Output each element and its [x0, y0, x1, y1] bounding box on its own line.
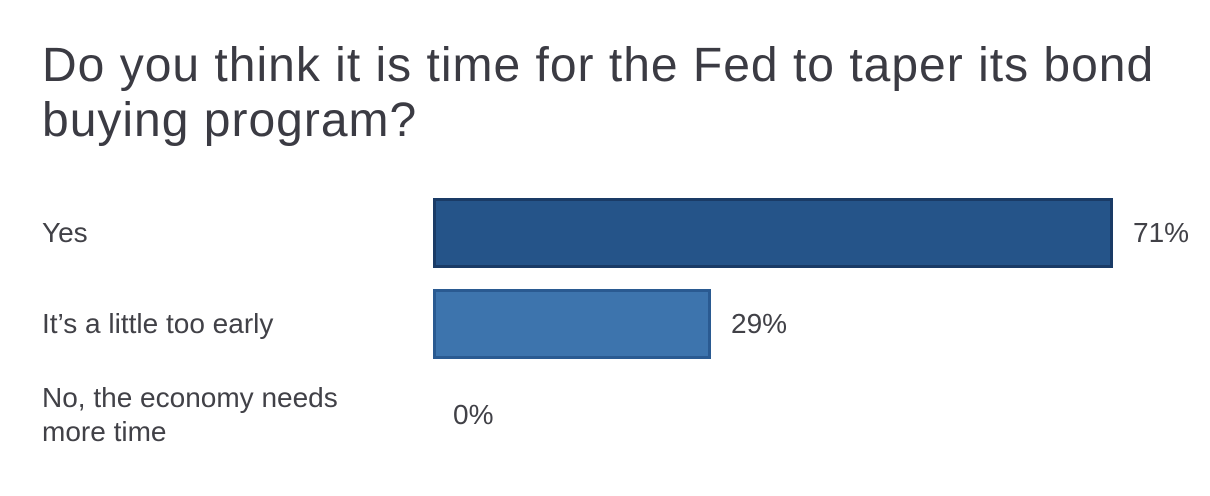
chart-title: Do you think it is time for the Fed to t… [42, 39, 1155, 147]
bar [433, 198, 1113, 268]
category-label: Yes [42, 217, 88, 249]
value-label: 71% [1133, 217, 1190, 248]
category-label: It’s a little too early [42, 308, 274, 340]
bar-rows: Yes 71% It’s a little too early 29% No, … [42, 198, 1210, 471]
category-label: No, the economy needs more time [42, 382, 338, 447]
bar [433, 289, 711, 359]
chart-row: No, the economy needs more time 0% [42, 380, 1210, 450]
value-label: 0% [453, 399, 494, 430]
chart-row: It’s a little too early 29% [42, 289, 1210, 359]
value-label: 29% [731, 308, 788, 339]
chart-row: Yes 71% [42, 198, 1210, 268]
